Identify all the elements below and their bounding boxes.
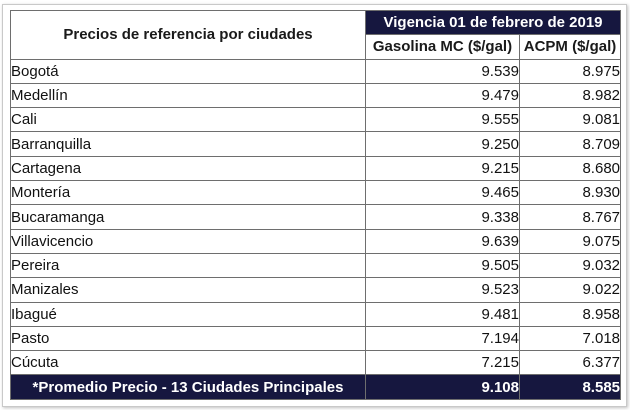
city-name: Villavicencio <box>10 228 366 254</box>
vigencia-header: Vigencia 01 de febrero de 2019 <box>364 9 622 36</box>
acpm-price: 8.767 <box>518 204 622 230</box>
acpm-column-header: ACPM ($/gal) <box>518 34 622 60</box>
table-body: Bogotá 9.539 8.975 Medellín 9.479 8.982 … <box>10 58 622 401</box>
gasolina-price: 9.539 <box>365 58 520 84</box>
table-row: Pasto 7.194 7.018 <box>10 325 622 352</box>
city-name: Manizales <box>10 277 366 303</box>
acpm-price: 9.081 <box>518 107 622 133</box>
gasolina-price: 9.465 <box>365 180 520 206</box>
gasolina-price: 7.215 <box>365 350 520 376</box>
city-name: Medellín <box>10 82 366 109</box>
table-row: Barranquilla 9.250 8.709 <box>10 131 622 157</box>
table-row: Montería 9.465 8.930 <box>10 180 622 206</box>
table-row: Cali 9.555 9.081 <box>10 107 622 133</box>
gasolina-price: 7.194 <box>365 325 520 352</box>
city-name: Barranquilla <box>10 131 366 157</box>
table-title: Precios de referencia por ciudades <box>10 10 366 60</box>
gasolina-price: 9.250 <box>365 131 520 157</box>
acpm-price: 8.958 <box>518 301 622 327</box>
gasolina-price: 9.479 <box>365 82 520 109</box>
average-label: *Promedio Precio - 13 Ciudades Principal… <box>10 374 366 401</box>
gasolina-price: 9.505 <box>365 252 520 279</box>
table-row: Medellín 9.479 8.982 <box>10 82 622 109</box>
acpm-price: 9.032 <box>518 252 622 279</box>
table-row: Ibagué 9.481 8.958 <box>10 301 622 327</box>
city-name: Cali <box>10 107 366 133</box>
table-row: Cúcuta 7.215 6.377 <box>10 350 622 376</box>
gasolina-price: 9.555 <box>365 107 520 133</box>
acpm-price: 6.377 <box>518 350 622 376</box>
city-name: Bucaramanga <box>10 204 366 230</box>
acpm-price: 7.018 <box>518 325 622 352</box>
city-name: Ibagué <box>10 301 366 327</box>
table-row: Bucaramanga 9.338 8.767 <box>10 204 622 230</box>
city-name: Cartagena <box>10 155 366 182</box>
city-name: Bogotá <box>10 58 366 84</box>
acpm-price: 8.982 <box>518 82 622 109</box>
price-table: Precios de referencia por ciudades Vigen… <box>10 9 622 401</box>
table-row: Bogotá 9.539 8.975 <box>10 58 622 84</box>
city-name: Pereira <box>10 252 366 279</box>
city-name: Pasto <box>10 325 366 352</box>
city-name: Montería <box>10 180 366 206</box>
table-row: Villavicencio 9.639 9.075 <box>10 228 622 254</box>
table-row: Manizales 9.523 9.022 <box>10 277 622 303</box>
gasolina-price: 9.215 <box>365 155 520 182</box>
table-header: Precios de referencia por ciudades Vigen… <box>10 9 622 60</box>
acpm-price: 8.975 <box>518 58 622 84</box>
city-name: Cúcuta <box>10 350 366 376</box>
gasolina-price: 9.481 <box>365 301 520 327</box>
acpm-price: 9.022 <box>518 277 622 303</box>
acpm-price: 8.680 <box>518 155 622 182</box>
acpm-price: 9.075 <box>518 228 622 254</box>
table-row: Pereira 9.505 9.032 <box>10 252 622 279</box>
gasolina-price: 9.338 <box>365 204 520 230</box>
table-row: Cartagena 9.215 8.680 <box>10 155 622 182</box>
image-frame: Precios de referencia por ciudades Vigen… <box>2 4 627 407</box>
average-row: *Promedio Precio - 13 Ciudades Principal… <box>10 374 622 401</box>
gasolina-price: 9.523 <box>365 277 520 303</box>
acpm-price: 8.709 <box>518 131 622 157</box>
gasolina-price: 9.639 <box>365 228 520 254</box>
acpm-price: 8.930 <box>518 180 622 206</box>
average-gasolina-price: 9.108 <box>365 374 520 401</box>
average-acpm-price: 8.585 <box>518 374 622 401</box>
gasolina-column-header: Gasolina MC ($/gal) <box>365 34 520 60</box>
